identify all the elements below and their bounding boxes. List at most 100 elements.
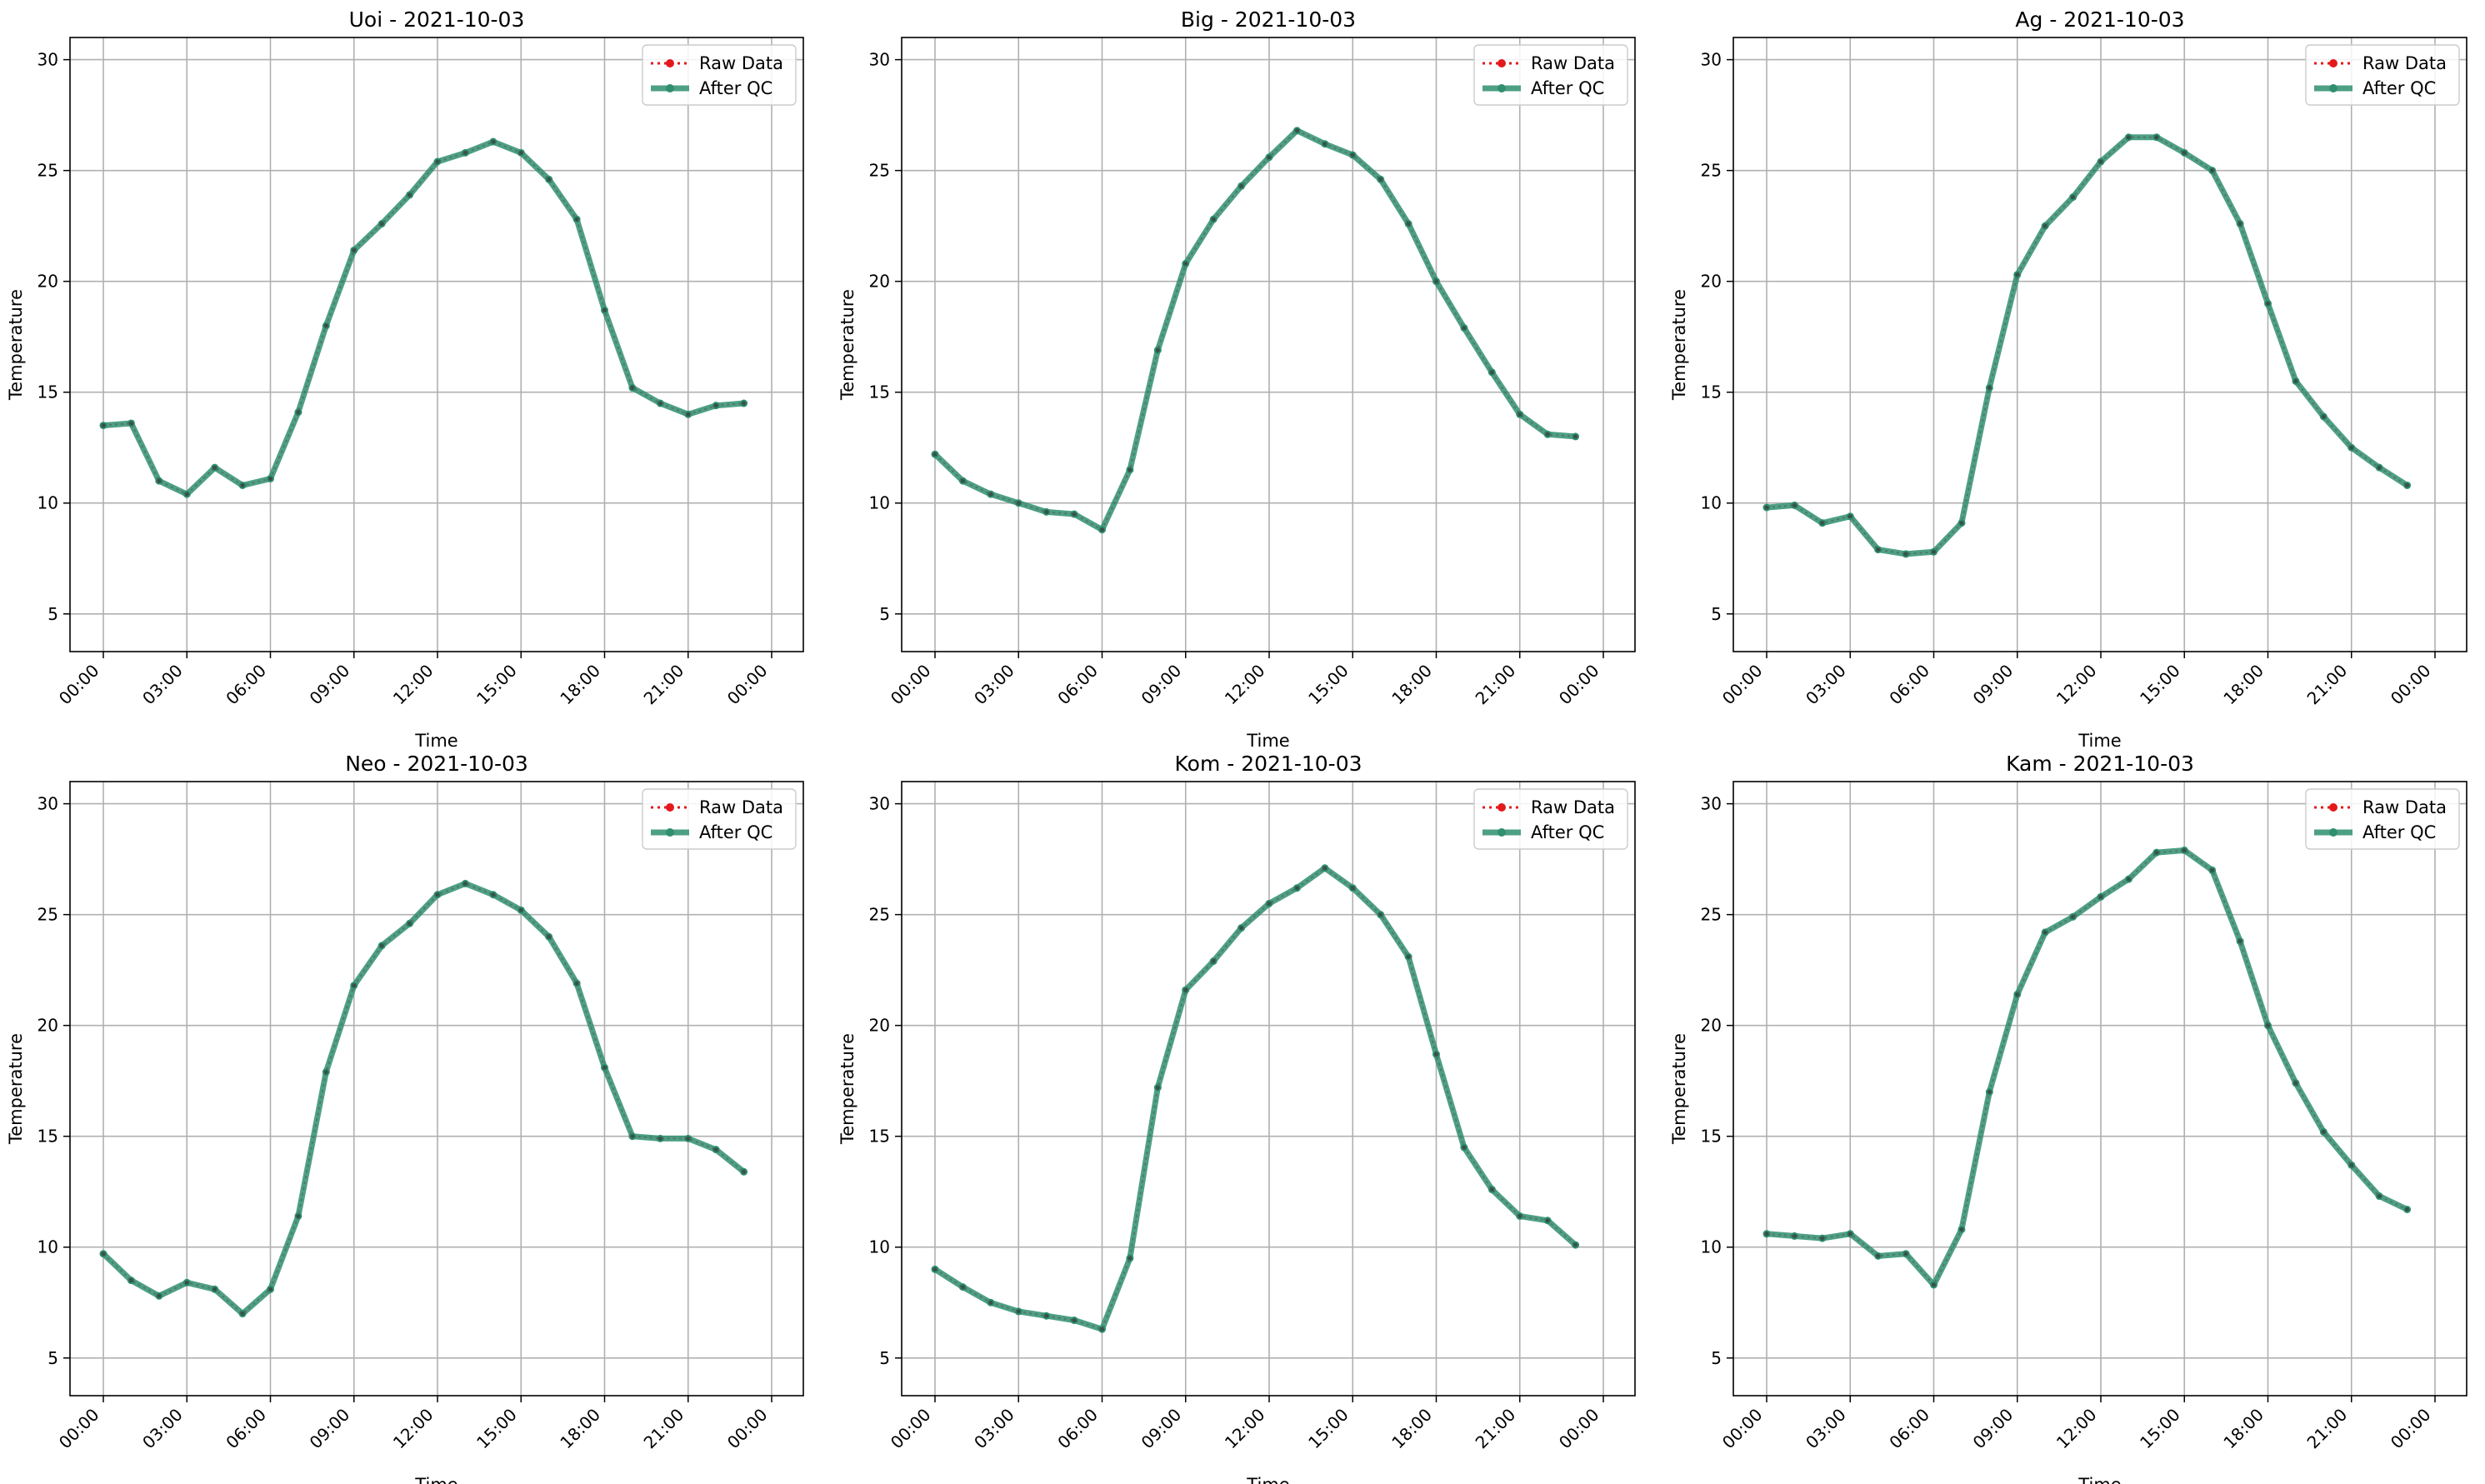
y-axis-label: Temperature <box>1669 289 1689 401</box>
point-raw-data <box>157 478 162 483</box>
legend-label-raw-data: Raw Data <box>2362 53 2447 73</box>
legend-label-raw-data: Raw Data <box>699 797 783 817</box>
point-raw-data <box>1238 926 1244 931</box>
point-raw-data <box>518 907 523 912</box>
legend: Raw Data After QC <box>2305 788 2460 850</box>
point-raw-data <box>1433 279 1439 284</box>
point-raw-data <box>2349 445 2354 450</box>
x-tick-label: 21:00 <box>2303 661 2352 709</box>
series-line-raw-data <box>102 141 744 496</box>
point-raw-data <box>407 192 412 197</box>
y-tick-label: 15 <box>869 1127 890 1147</box>
point-raw-data <box>2321 414 2326 419</box>
plot-area <box>70 782 803 1396</box>
legend-marker-raw-data <box>1498 59 1506 67</box>
legend-marker-after-qc <box>1498 84 1506 92</box>
point-raw-data <box>212 465 218 470</box>
point-raw-data <box>1211 217 1216 222</box>
x-tick-label: 03:00 <box>138 1405 187 1453</box>
chart-title: Big - 2021-10-03 <box>1181 7 1356 32</box>
x-tick-label: 15:00 <box>2136 661 2184 709</box>
y-axis-label: Temperature <box>838 289 858 401</box>
point-raw-data <box>407 921 412 926</box>
x-tick-label: 00:00 <box>55 661 103 709</box>
y-tick-label: 30 <box>1701 50 1722 70</box>
series-line-raw-data <box>934 129 1576 532</box>
point-raw-data <box>240 482 245 488</box>
x-tick-label: 06:00 <box>222 661 270 709</box>
x-tick-label: 00:00 <box>1555 661 1603 709</box>
point-raw-data <box>1545 432 1550 437</box>
point-raw-data <box>932 1267 938 1272</box>
series-line-raw-data <box>1766 849 2408 1287</box>
axes-frame <box>69 37 804 652</box>
plot-area <box>902 782 1635 1396</box>
y-tick-label: 15 <box>869 382 890 402</box>
point-raw-data <box>2126 135 2132 140</box>
y-tick-label: 25 <box>38 905 58 925</box>
point-raw-data <box>547 934 552 939</box>
point-raw-data <box>268 1287 273 1292</box>
point-raw-data <box>296 1213 301 1219</box>
point-raw-data <box>2404 1207 2410 1212</box>
point-raw-data <box>1518 412 1522 417</box>
y-tick-label: 5 <box>48 604 58 624</box>
y-axis-label: Temperature <box>1669 1033 1689 1145</box>
x-tick-label: 03:00 <box>970 1405 1018 1453</box>
y-tick-label: 25 <box>869 161 890 181</box>
point-raw-data <box>2210 168 2215 173</box>
point-raw-data <box>1987 1089 1992 1095</box>
x-tick-label: 12:00 <box>1221 1405 1269 1453</box>
x-tick-label: 21:00 <box>640 661 688 709</box>
y-tick-label: 30 <box>38 50 58 70</box>
point-raw-data <box>602 1065 608 1070</box>
point-raw-data <box>1764 1232 1769 1237</box>
point-raw-data <box>1072 1317 1077 1323</box>
point-raw-data <box>212 1287 218 1292</box>
x-tick-label: 21:00 <box>2303 1405 2352 1453</box>
x-tick-label: 09:00 <box>1969 661 2018 709</box>
point-raw-data <box>1489 1187 1494 1192</box>
point-raw-data <box>2210 867 2215 873</box>
x-tick-label: 00:00 <box>2387 661 2435 709</box>
point-raw-data <box>2265 1023 2271 1028</box>
y-tick-label: 5 <box>1711 604 1722 624</box>
x-axis-label: Time <box>1246 1475 1289 1484</box>
axes-frame <box>901 781 1636 1397</box>
point-raw-data <box>932 452 938 457</box>
legend-marker-raw-data <box>1498 803 1506 812</box>
legend-label-after-qc: After QC <box>2362 822 2436 842</box>
point-raw-data <box>1959 1227 1964 1232</box>
point-raw-data <box>296 410 301 415</box>
legend-label-raw-data: Raw Data <box>699 53 783 73</box>
y-tick-label: 15 <box>38 1127 58 1147</box>
point-raw-data <box>268 476 273 482</box>
point-raw-data <box>2154 850 2159 855</box>
point-raw-data <box>2377 1193 2382 1199</box>
point-raw-data <box>658 1136 662 1141</box>
legend-marker-raw-data <box>2329 59 2338 67</box>
legend: Raw Data After QC <box>642 44 797 106</box>
point-raw-data <box>741 1169 747 1174</box>
point-raw-data <box>1378 177 1383 182</box>
point-raw-data <box>1044 1313 1049 1318</box>
legend-marker-after-qc <box>2329 84 2338 92</box>
y-tick-label: 20 <box>38 1016 58 1036</box>
point-raw-data <box>2015 992 2020 997</box>
x-tick-label: 12:00 <box>389 1405 438 1453</box>
point-raw-data <box>630 385 635 390</box>
axes-frame <box>1732 781 2468 1397</box>
point-raw-data <box>1820 1236 1825 1241</box>
point-raw-data <box>1406 221 1411 227</box>
x-tick-label: 00:00 <box>1718 1405 1767 1453</box>
y-tick-label: 20 <box>38 272 58 292</box>
y-axis-label: Temperature <box>6 1033 26 1145</box>
point-raw-data <box>2015 272 2020 277</box>
point-raw-data <box>323 1069 328 1075</box>
point-raw-data <box>686 1136 691 1141</box>
x-tick-label: 03:00 <box>970 661 1018 709</box>
y-tick-label: 5 <box>1711 1348 1722 1368</box>
point-raw-data <box>379 221 384 227</box>
legend-marker-after-qc <box>2329 828 2338 837</box>
point-raw-data <box>1931 549 1937 554</box>
